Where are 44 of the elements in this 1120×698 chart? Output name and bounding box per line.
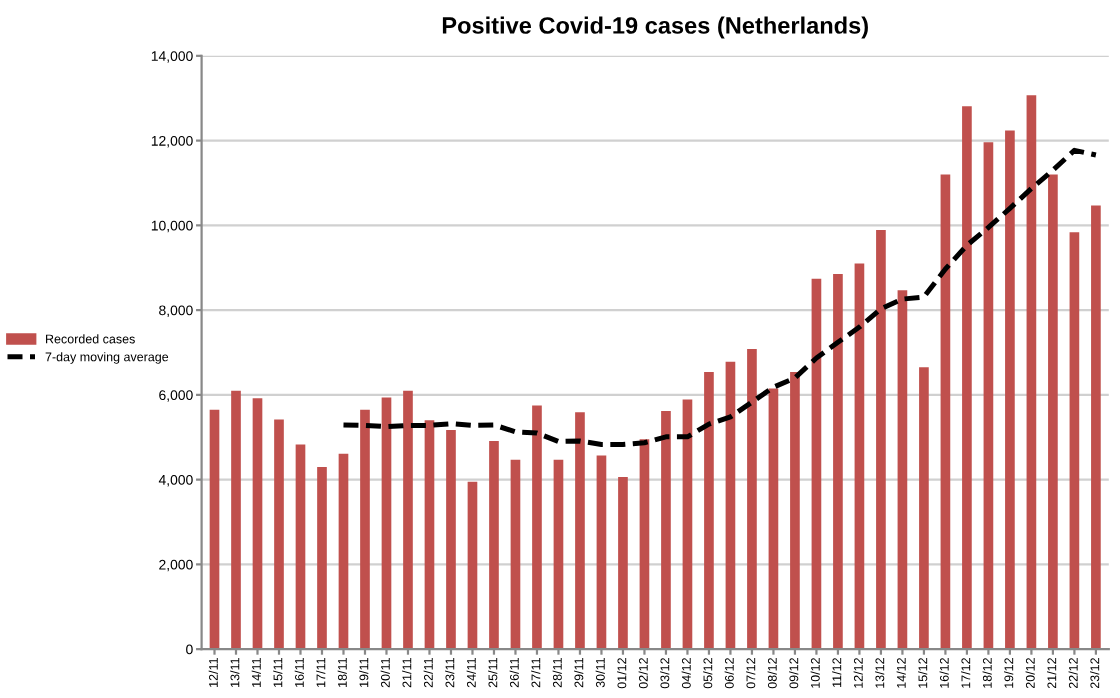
bar	[274, 419, 284, 650]
bar	[940, 174, 951, 650]
bar	[919, 367, 929, 650]
bar	[618, 477, 628, 650]
bar	[467, 481, 478, 650]
bar	[446, 430, 456, 650]
bar	[532, 405, 542, 650]
chart-title: Positive Covid-19 cases (Netherlands)	[442, 16, 868, 39]
bar	[424, 420, 435, 650]
bar	[639, 439, 650, 650]
bar	[1048, 174, 1058, 650]
bar	[596, 455, 607, 650]
bar	[295, 444, 306, 650]
bar	[510, 459, 521, 650]
bar	[231, 390, 241, 650]
bar	[962, 106, 972, 650]
bar	[553, 459, 564, 650]
bar	[725, 361, 736, 650]
bar	[209, 409, 220, 650]
bar	[661, 410, 671, 650]
bar	[1026, 95, 1037, 650]
bar	[682, 399, 693, 650]
line-series	[340, 147, 1099, 447]
bar	[381, 397, 392, 650]
bar	[811, 278, 822, 650]
bar	[489, 441, 499, 650]
bar	[575, 412, 585, 650]
bar	[768, 388, 779, 650]
bar	[833, 274, 843, 650]
bar	[854, 263, 865, 650]
bar	[252, 398, 263, 650]
bar	[403, 390, 413, 650]
bar	[317, 466, 327, 650]
bar	[747, 349, 757, 650]
bar	[1069, 232, 1080, 650]
bar	[790, 371, 800, 650]
bar	[704, 371, 714, 650]
bar	[1005, 130, 1015, 650]
bar	[876, 230, 886, 650]
bar	[983, 142, 994, 650]
bar	[1091, 205, 1101, 650]
bar	[338, 453, 349, 650]
bar	[360, 409, 370, 650]
bar	[897, 290, 908, 650]
